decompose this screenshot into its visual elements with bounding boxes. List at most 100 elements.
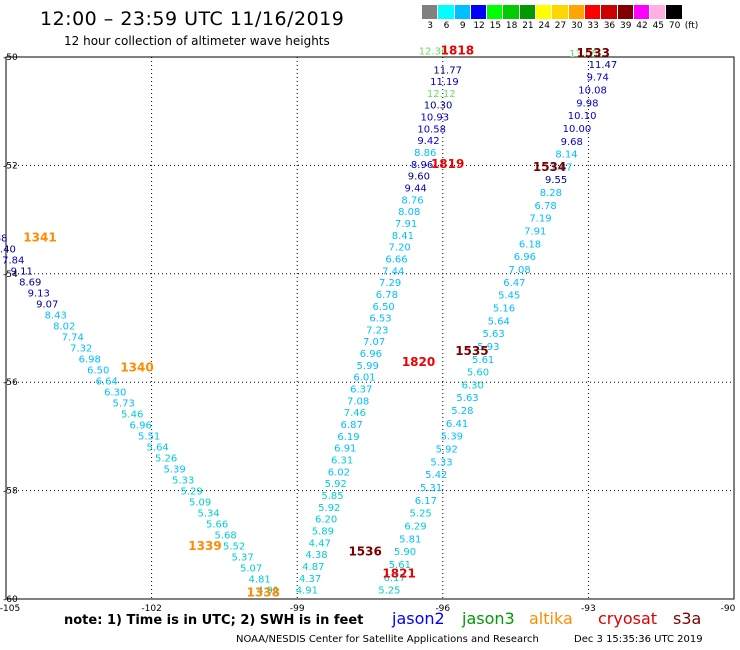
- wave-height-value: 6.64: [96, 376, 118, 387]
- wave-height-value: 12.12: [427, 89, 456, 100]
- wave-height-value: 5.93: [477, 342, 499, 353]
- wave-height-value: 6.78: [535, 201, 557, 212]
- x-tick-label: -96: [435, 604, 450, 614]
- scale-label: 6: [443, 21, 450, 31]
- y-tick-label: -52: [3, 161, 18, 171]
- scale-label: 21: [522, 21, 534, 31]
- pass-number-label: 1821: [382, 566, 415, 580]
- wave-height-value: 5.66: [206, 520, 228, 531]
- wave-height-value: 7.20: [389, 243, 411, 254]
- wave-height-value: 7.74: [62, 332, 84, 343]
- wave-height-value: 6.17: [383, 573, 405, 584]
- wave-height-value: 5.90: [394, 547, 416, 558]
- wave-height-value: 10.93: [421, 113, 450, 124]
- pass-number-label: 1819: [431, 157, 464, 171]
- wave-height-value: 6.78: [376, 290, 398, 301]
- scale-label: 12: [473, 21, 485, 31]
- wave-height-value: 7.91: [524, 227, 546, 238]
- wave-height-value: 9.11: [11, 266, 33, 277]
- wave-height-value: 6.02: [328, 467, 350, 478]
- wave-height-value: 5.63: [456, 393, 478, 404]
- wave-height-value: 5.99: [357, 361, 379, 372]
- wave-height-value: 12.36: [419, 46, 448, 57]
- scale-label: 70: [668, 21, 681, 31]
- wave-height-value: 5.63: [482, 329, 504, 340]
- scale-label: 27: [554, 21, 567, 31]
- pass-number-label: 1818: [441, 43, 474, 57]
- wave-height-value: 11.47: [589, 60, 618, 71]
- x-tick-label: -93: [581, 604, 596, 614]
- wave-height-value: 6.18: [519, 239, 541, 250]
- wave-height-value: 8.43: [45, 310, 67, 321]
- wave-height-value: 5.09: [189, 498, 211, 509]
- wave-height-value: 5.51: [138, 431, 160, 442]
- wave-height-value: 5.42: [425, 470, 447, 481]
- scale-label: 9: [459, 21, 466, 31]
- y-tick-label: -58: [3, 487, 18, 497]
- wave-height-value: 4.81: [248, 575, 270, 586]
- pass-number-label: 1820: [402, 355, 435, 369]
- wave-height-value: 5.64: [488, 316, 510, 327]
- scale-label: 18: [505, 21, 518, 31]
- wave-height-value: 5.26: [155, 453, 177, 464]
- scale-label: 36: [603, 21, 616, 31]
- wave-height-value: 8.08: [398, 207, 420, 218]
- scale-cell: [666, 5, 683, 19]
- wave-height-value: 6.30: [462, 380, 484, 391]
- wave-height-value: 6.01: [353, 373, 375, 384]
- wave-height-value: 13.05: [569, 49, 598, 60]
- color-scale-labels: 3 6 9 12 15 18 21 24 27 30 33 36 39 42 45 70 (ft): [422, 21, 698, 31]
- pass-labels: 1341 1340 1339 1338 1818 1819 1820 1821 1533 1534…: [23, 43, 610, 599]
- scale-label: 24: [538, 21, 550, 31]
- wave-height-value: 5.52: [223, 542, 245, 553]
- wave-height-value: 7.19: [529, 214, 551, 225]
- scale-cell: [503, 5, 520, 19]
- wave-height-value: 6.96: [514, 252, 536, 263]
- wave-height-color-scale: 3 6 9 12 15 18 21 24 27 30 33 36 39 42 45 70 (ft): [422, 5, 698, 31]
- y-tick-label: -54: [3, 270, 18, 280]
- wave-height-value: 8.86: [414, 148, 436, 159]
- wave-height-value: 4.87: [302, 562, 324, 573]
- scale-cell: [519, 5, 537, 19]
- scale-cell: [650, 5, 667, 19]
- wave-height-value: 6.19: [337, 432, 359, 443]
- wave-height-value: 7.32: [70, 343, 92, 354]
- wave-height-value: 5.61: [389, 560, 411, 571]
- wave-height-value: 5.60: [467, 368, 489, 379]
- map-grid: [6, 57, 734, 599]
- satellite-tracks: 9.889.407.849.118.699.139.078.438.027.74…: [0, 46, 617, 596]
- wave-height-value: 7.44: [382, 266, 404, 277]
- map-title: 12:00 – 23:59 UTC 11/16/2019: [40, 8, 345, 30]
- wave-height-value: 6.37: [350, 385, 372, 396]
- wave-height-value: 9.42: [417, 136, 439, 147]
- y-tick-label: -50: [3, 53, 18, 63]
- wave-height-value: 6.41: [446, 419, 468, 430]
- wave-height-value: 5.33: [430, 457, 452, 468]
- scale-label: 15: [489, 21, 502, 31]
- pass-number-label: 1338: [247, 585, 280, 599]
- wave-height-value: 5.46: [121, 409, 143, 420]
- wave-height-value: 5.45: [498, 291, 520, 302]
- wave-height-value: 9.74: [587, 73, 609, 84]
- pass-number-label: 1535: [455, 344, 488, 358]
- scale-label: 39: [619, 21, 632, 31]
- scale-cell: [470, 5, 488, 19]
- wave-height-value: 5.25: [378, 586, 400, 597]
- wave-height-value: 5.61: [472, 355, 494, 366]
- wave-height-value: 5.37: [231, 553, 253, 564]
- wave-height-value: 9.40: [0, 244, 16, 255]
- color-scale-cells: [422, 5, 698, 19]
- scale-label: 30: [571, 21, 583, 31]
- wave-height-value: 11.77: [433, 65, 462, 76]
- wave-height-value: 6.47: [503, 278, 525, 289]
- wave-height-value: 5.85: [321, 491, 343, 502]
- wave-height-value: 4.47: [309, 538, 331, 549]
- wave-height-value: 5.31: [420, 483, 442, 494]
- scale-label: 45: [652, 21, 665, 31]
- wave-height-value: 10.08: [578, 85, 607, 96]
- pass-number-label: 1533: [577, 46, 610, 60]
- wave-height-value: 7.46: [344, 408, 366, 419]
- wave-height-value: 6.96: [360, 349, 382, 360]
- wave-height-value: 6.31: [331, 456, 353, 467]
- wave-height-value: 6.29: [404, 521, 426, 532]
